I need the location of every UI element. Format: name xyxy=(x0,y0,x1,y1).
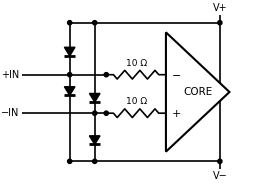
Polygon shape xyxy=(64,47,75,56)
Circle shape xyxy=(218,21,222,25)
Text: +: + xyxy=(172,109,181,119)
Circle shape xyxy=(93,21,97,25)
Text: 10 Ω: 10 Ω xyxy=(125,97,147,106)
Polygon shape xyxy=(89,136,100,144)
Circle shape xyxy=(68,159,72,163)
Polygon shape xyxy=(89,93,100,102)
Circle shape xyxy=(104,73,108,77)
Circle shape xyxy=(104,111,108,115)
Text: +IN: +IN xyxy=(1,70,20,80)
Text: CORE: CORE xyxy=(183,87,212,97)
Text: −: − xyxy=(172,71,181,81)
Circle shape xyxy=(93,111,97,115)
Text: 10 Ω: 10 Ω xyxy=(125,59,147,68)
Text: V−: V− xyxy=(213,171,227,181)
Text: V+: V+ xyxy=(213,3,227,13)
Circle shape xyxy=(68,73,72,77)
Circle shape xyxy=(93,159,97,163)
Circle shape xyxy=(218,159,222,163)
Circle shape xyxy=(68,21,72,25)
Text: −IN: −IN xyxy=(1,108,20,118)
Polygon shape xyxy=(64,87,75,95)
Polygon shape xyxy=(166,32,229,152)
